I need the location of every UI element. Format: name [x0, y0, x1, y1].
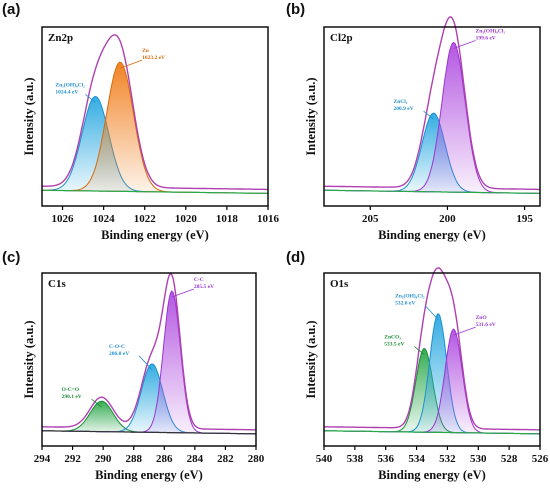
x-tick-label: 284: [187, 453, 204, 465]
x-tick-label: 538: [347, 453, 364, 465]
panel-title: Zn2p: [48, 32, 73, 44]
annotation-leader: [171, 288, 195, 298]
peak-component: [324, 313, 540, 435]
annotation-leader: [119, 59, 143, 69]
annotation-leader: [453, 326, 476, 336]
x-tick-label: 534: [408, 453, 425, 465]
y-axis-label: Intensity (a.u.): [304, 320, 318, 398]
x-tick-label: 1022: [134, 213, 157, 225]
annotation-leader: [424, 305, 439, 320]
annotation-label: C-O-C: [109, 344, 125, 350]
annotation-leader: [453, 40, 476, 49]
baseline: [324, 430, 540, 435]
plot-frame: [41, 272, 257, 447]
x-tick-label: 530: [470, 453, 487, 465]
envelope-fit: [42, 272, 256, 431]
x-tick-label: 282: [217, 453, 234, 465]
annotation-leader: [414, 346, 425, 355]
annotation-leader: [91, 398, 102, 408]
baseline: [323, 189, 540, 194]
peak-component: [41, 95, 268, 194]
annotation-leader: [85, 94, 96, 103]
panel-title: Cl2p: [330, 32, 353, 44]
x-tick-label: 195: [516, 213, 533, 225]
plot-frame: [41, 26, 269, 207]
annotation-label: ZnCl₂: [394, 99, 408, 105]
panel-label: (a): [2, 1, 20, 18]
x-tick-label: 205: [362, 213, 379, 225]
y-axis-label: Intensity (a.u.): [22, 320, 36, 398]
panel-title: C1s: [48, 278, 66, 290]
annotation-label: 531.6 eV: [476, 322, 496, 328]
x-axis-label: Binding energy (eV): [95, 468, 203, 482]
panel-label: (c): [2, 249, 20, 266]
annotation-leader: [423, 110, 434, 120]
plot-frame: [323, 272, 541, 447]
x-tick-label: 1024: [93, 213, 116, 225]
envelope-fit: [324, 267, 540, 431]
x-tick-label: 1018: [216, 213, 239, 225]
annotation-label: Zn₅(OH)₈Cl₂: [395, 293, 425, 300]
plot-frame: [323, 26, 541, 207]
envelope-fit: [42, 34, 268, 191]
annotation-label: ZnO: [476, 315, 488, 321]
x-tick-label: 288: [125, 453, 142, 465]
annotation-label: 200.9 eV: [394, 106, 414, 112]
panel-label: (d): [286, 249, 305, 266]
x-tick-label: 280: [248, 453, 265, 465]
x-tick-label: 1020: [175, 213, 198, 225]
y-axis-label: Intensity (a.u.): [22, 77, 36, 155]
y-axis-label: Intensity (a.u.): [304, 77, 318, 155]
annotation-label: Zn: [142, 48, 149, 54]
baseline: [41, 189, 268, 194]
x-tick-label: 294: [34, 453, 51, 465]
x-tick-label: 526: [532, 453, 549, 465]
annotation-label: 532.6 eV: [395, 301, 415, 307]
x-axis-label: Binding energy (eV): [378, 228, 486, 242]
annotation-label: Zn₅(OH)₈Cl₂: [476, 27, 506, 34]
annotation-label: O-C=O: [62, 387, 80, 393]
x-tick-label: 290: [95, 453, 112, 465]
x-axis-label: Binding energy (eV): [378, 468, 486, 482]
annotation-label: 533.5 eV: [384, 341, 404, 347]
annotation-label: 1023.2 eV: [142, 55, 165, 61]
annotation-leader: [138, 355, 153, 371]
annotation-label: 286.8 eV: [109, 351, 129, 357]
annotation-label: ZnCO₃: [384, 334, 401, 340]
baseline: [42, 430, 256, 435]
x-tick-label: 540: [316, 453, 333, 465]
x-tick-label: 536: [377, 453, 394, 465]
annotation-label: C-C: [194, 277, 204, 283]
x-tick-label: 286: [156, 453, 173, 465]
panel-title: O1s: [330, 278, 349, 290]
panel-label: (b): [286, 1, 305, 18]
x-tick-label: 1026: [52, 213, 75, 225]
annotation-label: Zn₅(OH)₈Cl₂: [55, 81, 85, 88]
x-tick-label: 1016: [257, 213, 280, 225]
x-tick-label: 200: [439, 213, 456, 225]
x-tick-label: 532: [439, 453, 456, 465]
annotation-label: 1024.4 eV: [55, 89, 78, 95]
envelope-fit: [323, 16, 540, 191]
annotation-label: 290.1 eV: [62, 394, 82, 400]
x-tick-label: 292: [64, 453, 81, 465]
annotation-label: 285.5 eV: [194, 284, 214, 290]
x-axis-label: Binding energy (eV): [101, 228, 209, 242]
annotation-label: 199.6 eV: [476, 35, 496, 41]
x-tick-label: 528: [501, 453, 518, 465]
